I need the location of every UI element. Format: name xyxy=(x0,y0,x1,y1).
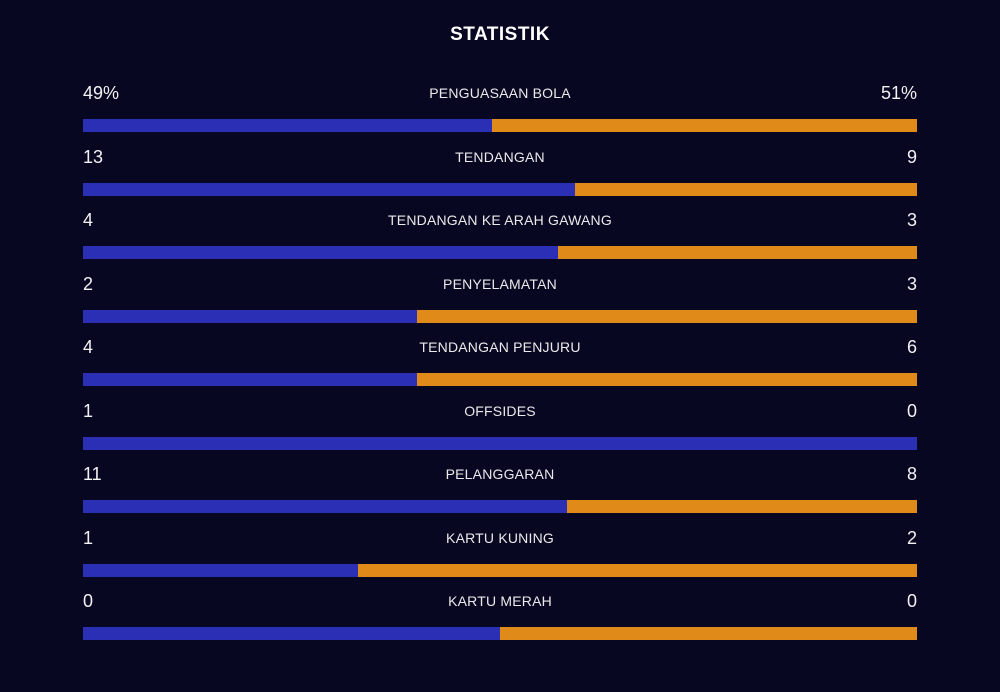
stat-row-offsides: 1 OFFSIDES 0 xyxy=(83,399,917,463)
home-value: 13 xyxy=(83,146,104,167)
stat-values: 49% PENGUASAAN BOLA 51% xyxy=(83,81,917,105)
stat-label: OFFSIDES xyxy=(464,402,536,419)
away-value: 3 xyxy=(906,210,917,230)
stat-label: TENDANGAN KE ARAH GAWANG xyxy=(388,212,612,228)
away-value: 0 xyxy=(906,400,917,421)
stat-bar xyxy=(83,119,917,132)
stat-label: TENDANGAN xyxy=(455,148,545,165)
stat-values: 13 TENDANGAN 9 xyxy=(83,145,917,169)
stat-values: 4 TENDANGAN KE ARAH GAWANG 3 xyxy=(83,208,917,232)
stat-row-shots: 13 TENDANGAN 9 xyxy=(83,145,917,209)
stat-label: KARTU KUNING xyxy=(446,529,554,546)
stat-label: PENGUASAAN BOLA xyxy=(429,85,571,101)
home-value: 1 xyxy=(83,527,94,548)
stat-row-corners: 4 TENDANGAN PENJURU 6 xyxy=(83,335,917,399)
home-value: 4 xyxy=(83,210,94,230)
away-value: 2 xyxy=(906,527,917,548)
stat-row-red-cards: 0 KARTU MERAH 0 xyxy=(83,589,917,653)
home-value: 49% xyxy=(83,83,120,103)
home-bar xyxy=(83,373,417,386)
away-value: 8 xyxy=(906,464,917,484)
stat-label: PENYELAMATAN xyxy=(443,275,557,292)
stat-bar xyxy=(83,500,917,513)
stat-values: 0 KARTU MERAH 0 xyxy=(83,589,917,613)
away-value: 6 xyxy=(906,337,917,357)
stat-bar xyxy=(83,627,917,640)
stat-bar xyxy=(83,563,917,577)
stats-list: 49% PENGUASAAN BOLA 51% 13 TENDANGAN 9 4… xyxy=(83,81,917,653)
stat-row-shots-on-target: 4 TENDANGAN KE ARAH GAWANG 3 xyxy=(83,208,917,272)
stat-values: 1 OFFSIDES 0 xyxy=(83,399,917,423)
home-bar xyxy=(83,627,500,640)
away-value: 3 xyxy=(906,273,917,294)
away-bar xyxy=(566,500,917,513)
stat-row-yellow-cards: 1 KARTU KUNING 2 xyxy=(83,526,917,590)
home-value: 11 xyxy=(83,464,102,484)
away-bar xyxy=(358,563,917,577)
stat-bar xyxy=(83,309,917,323)
stat-row-saves: 2 PENYELAMATAN 3 xyxy=(83,272,917,336)
away-bar xyxy=(416,373,917,386)
page-title: STATISTIK xyxy=(450,24,550,45)
stat-label: TENDANGAN PENJURU xyxy=(419,339,581,355)
away-bar xyxy=(416,309,917,323)
home-bar xyxy=(83,500,567,513)
stat-bar xyxy=(83,246,917,259)
away-bar xyxy=(500,627,917,640)
home-bar xyxy=(83,309,417,323)
stat-values: 2 PENYELAMATAN 3 xyxy=(83,272,917,296)
home-value: 2 xyxy=(83,273,94,294)
home-value: 0 xyxy=(83,591,94,611)
home-bar xyxy=(83,182,576,196)
away-bar xyxy=(491,119,917,132)
stat-values: 4 TENDANGAN PENJURU 6 xyxy=(83,335,917,359)
stat-bar xyxy=(83,436,917,450)
away-bar xyxy=(575,182,917,196)
away-bar xyxy=(558,246,917,259)
home-bar xyxy=(83,246,559,259)
stat-row-fouls: 11 PELANGGARAN 8 xyxy=(83,462,917,526)
stat-label: KARTU MERAH xyxy=(448,593,552,609)
home-value: 1 xyxy=(83,400,94,421)
stat-bar xyxy=(83,373,917,386)
home-bar xyxy=(83,436,917,450)
stat-label: PELANGGARAN xyxy=(445,466,555,482)
away-value: 51% xyxy=(880,83,917,103)
stat-values: 1 KARTU KUNING 2 xyxy=(83,526,917,550)
stat-row-possession: 49% PENGUASAAN BOLA 51% xyxy=(83,81,917,145)
away-value: 9 xyxy=(906,146,917,167)
home-value: 4 xyxy=(83,337,94,357)
stat-values: 11 PELANGGARAN 8 xyxy=(83,462,917,486)
home-bar xyxy=(83,563,359,577)
away-value: 0 xyxy=(906,591,917,611)
home-bar xyxy=(83,119,492,132)
stat-bar xyxy=(83,182,917,196)
